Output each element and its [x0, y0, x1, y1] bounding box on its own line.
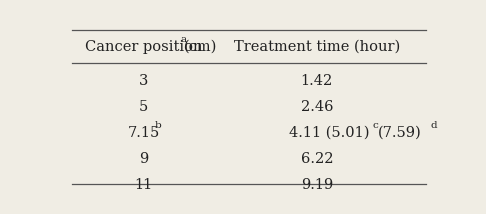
Text: 11: 11	[135, 178, 153, 192]
Text: a: a	[180, 35, 187, 44]
Text: 7.15: 7.15	[127, 126, 160, 140]
Text: 5: 5	[139, 100, 148, 114]
Text: 3: 3	[139, 74, 148, 88]
Text: c: c	[373, 120, 379, 129]
Text: d: d	[431, 120, 437, 129]
Text: 9.19: 9.19	[301, 178, 333, 192]
Text: Cancer position: Cancer position	[85, 40, 202, 54]
Text: 6.22: 6.22	[301, 152, 333, 166]
Text: b: b	[154, 120, 161, 129]
Text: (cm): (cm)	[184, 40, 218, 54]
Text: 9: 9	[139, 152, 148, 166]
Text: 1.42: 1.42	[301, 74, 333, 88]
Text: 2.46: 2.46	[301, 100, 333, 114]
Text: Treatment time (hour): Treatment time (hour)	[234, 40, 400, 54]
Text: 4.11 (5.01): 4.11 (5.01)	[289, 126, 369, 140]
Text: (7.59): (7.59)	[378, 126, 422, 140]
